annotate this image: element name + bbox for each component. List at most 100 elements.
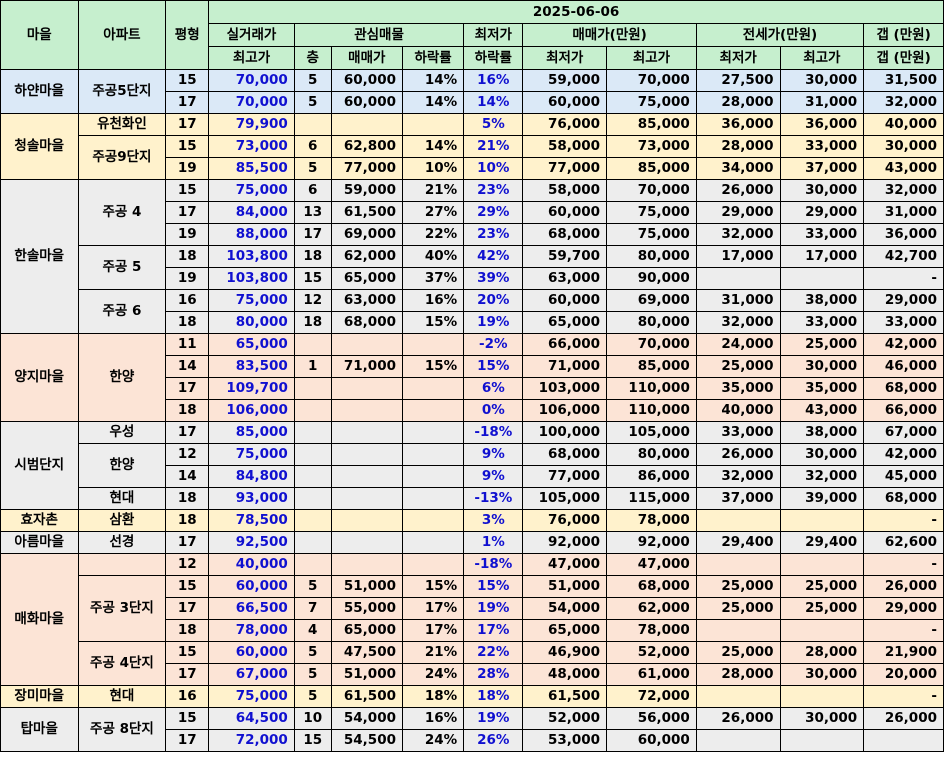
sale-min-cell: 52,000 <box>522 707 608 730</box>
interest-sale-cell <box>330 465 404 488</box>
lease-min-cell: 26,000 <box>695 443 781 466</box>
drop-rate-cell: 14% <box>401 135 465 158</box>
actual-price-cell: 40,000 <box>208 553 295 576</box>
sale-max-cell: 90,000 <box>606 267 697 290</box>
interest-sale-cell: 63,000 <box>330 289 404 312</box>
sale-max-cell: 80,000 <box>606 245 697 268</box>
floor-cell: 4 <box>293 619 332 642</box>
header-pyeong: 평형 <box>165 0 210 70</box>
gap-cell: 29,000 <box>863 597 944 620</box>
actual-price-cell: 83,500 <box>208 355 295 378</box>
header-drop-rate: 하락률 <box>401 46 465 70</box>
table-row: 주공 5 18 103,800 18 62,000 40% 42% 59,700 80,000 1… <box>0 245 944 290</box>
lease-max-cell: 30,000 <box>779 663 865 686</box>
table-row: 매화마을 12 40,000 -18% 47,000 47,000- <box>0 553 944 686</box>
interest-sale-cell: 54,500 <box>330 729 404 752</box>
drop-rate-cell: 40% <box>401 245 465 268</box>
village-cell: 탑마을 <box>0 707 79 752</box>
pyeong-cell: 15 <box>165 135 210 158</box>
header-lease-group: 전세가(만원) <box>695 23 865 47</box>
floor-cell <box>293 443 332 466</box>
min-drop-rate-cell: 28% <box>463 663 524 686</box>
village-cell: 매화마을 <box>0 553 79 686</box>
floor-cell: 6 <box>293 135 332 158</box>
village-cell: 시범단지 <box>0 421 79 510</box>
gap-cell: 21,900 <box>863 641 944 664</box>
apartment-cell: 주공 8단지 <box>77 707 167 752</box>
lease-min-cell: 17,000 <box>695 245 781 268</box>
interest-sale-cell: 77,000 <box>330 157 404 180</box>
min-drop-rate-cell: 23% <box>463 223 524 246</box>
floor-cell <box>293 509 332 532</box>
village-cell: 장미마을 <box>0 685 79 708</box>
pyeong-cell: 19 <box>165 267 210 290</box>
actual-price-cell: 75,000 <box>208 179 295 202</box>
pyeong-cell: 18 <box>165 245 210 268</box>
gap-cell: 20,000 <box>863 663 944 686</box>
floor-cell: 13 <box>293 201 332 224</box>
table-row: 양지마을 한양 11 65,000 -2% 66,000 70,000 24,000 25,00… <box>0 333 944 422</box>
actual-price-cell: 67,000 <box>208 663 295 686</box>
lease-min-cell: 37,000 <box>695 487 781 510</box>
lease-min-cell: 26,000 <box>695 707 781 730</box>
drop-rate-cell <box>401 399 465 422</box>
sale-min-cell: 71,000 <box>522 355 608 378</box>
pyeong-cell: 17 <box>165 421 210 444</box>
header-apartment: 아파트 <box>77 0 167 70</box>
drop-rate-cell: 22% <box>401 223 465 246</box>
interest-sale-cell: 65,000 <box>330 267 404 290</box>
table-row: 19 103,800 15 65,000 37% 39% 63,000 90,000 - <box>0 267 944 290</box>
interest-sale-cell <box>330 443 404 466</box>
min-drop-rate-cell: 42% <box>463 245 524 268</box>
header-min-top: 최저가 <box>463 23 524 47</box>
interest-sale-cell: 62,000 <box>330 245 404 268</box>
lease-max-cell: 30,000 <box>779 179 865 202</box>
village-cell: 청솔마을 <box>0 113 79 180</box>
floor-cell: 5 <box>293 641 332 664</box>
table-row: 청솔마을 유천화인 17 79,900 5% 76,000 85,000 36,000 36,0… <box>0 113 944 180</box>
actual-price-cell: 88,000 <box>208 223 295 246</box>
min-drop-rate-cell: 18% <box>463 685 524 708</box>
sale-max-cell: 110,000 <box>606 377 697 400</box>
lease-min-cell: 33,000 <box>695 421 781 444</box>
drop-rate-cell: 24% <box>401 729 465 752</box>
pyeong-cell: 14 <box>165 465 210 488</box>
drop-rate-cell <box>401 333 465 356</box>
lease-min-cell: 31,000 <box>695 289 781 312</box>
gap-cell: 32,000 <box>863 91 944 114</box>
min-drop-rate-cell: 3% <box>463 509 524 532</box>
header-sale-min: 최저가 <box>522 46 608 70</box>
floor-cell: 12 <box>293 289 332 312</box>
interest-sale-cell: 62,800 <box>330 135 404 158</box>
sale-min-cell: 63,000 <box>522 267 608 290</box>
apartment-cell: 삼환 <box>77 509 167 532</box>
lease-min-cell: 36,000 <box>695 113 781 136</box>
lease-max-cell <box>779 509 865 532</box>
pyeong-cell: 15 <box>165 69 210 92</box>
drop-rate-cell: 16% <box>401 707 465 730</box>
sale-min-cell: 51,000 <box>522 575 608 598</box>
floor-cell: 6 <box>293 179 332 202</box>
min-drop-rate-cell: 21% <box>463 135 524 158</box>
actual-price-cell: 80,000 <box>208 311 295 334</box>
apartment-cell: 한양 <box>77 443 167 488</box>
sale-min-cell: 47,000 <box>522 553 608 576</box>
sale-min-cell: 59,000 <box>522 69 608 92</box>
header-gap-bottom: 갭 (만원) <box>863 46 944 70</box>
interest-sale-cell: 65,000 <box>330 619 404 642</box>
sale-max-cell: 70,000 <box>606 69 697 92</box>
table-row: 주공9단지 15 73,000 6 62,800 14% 21% 58,000 73,000 28… <box>0 135 944 180</box>
min-drop-rate-cell: 9% <box>463 443 524 466</box>
table-row: 하얀마을 주공5단지 15 70,000 5 60,000 14% 16% 59,000 70,0… <box>0 69 944 114</box>
sale-max-cell: 78,000 <box>606 509 697 532</box>
apartment-cell <box>77 553 167 576</box>
apartment-cell: 선경 <box>77 531 167 554</box>
sale-max-cell: 115,000 <box>606 487 697 510</box>
lease-max-cell: 39,000 <box>779 487 865 510</box>
min-drop-rate-cell: 15% <box>463 355 524 378</box>
lease-max-cell: 30,000 <box>779 443 865 466</box>
sale-min-cell: 60,000 <box>522 201 608 224</box>
table-row: 주공 3단지 15 60,000 5 51,000 15% 15% 51,000 68,000 2… <box>0 575 944 642</box>
gap-cell: 32,000 <box>863 179 944 202</box>
lease-max-cell: 30,000 <box>779 355 865 378</box>
